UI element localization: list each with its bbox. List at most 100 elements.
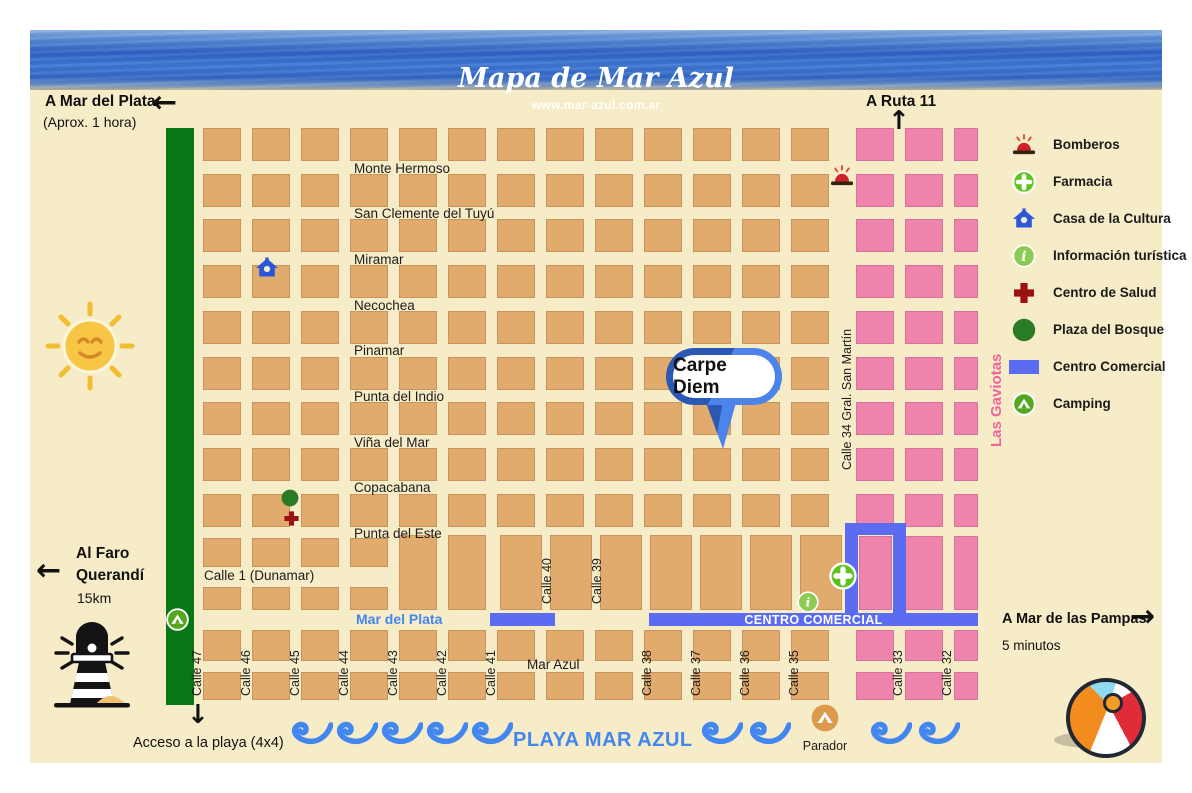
legend: Bomberos Farmacia Casa de la Cultura i In…	[1008, 126, 1187, 422]
city-block	[252, 357, 290, 390]
arrow-right-icon: →	[1130, 599, 1156, 634]
road-centro-comercial-main: CENTRO COMERCIAL	[649, 613, 978, 627]
wave-icon	[467, 716, 514, 748]
street-label: Miramar	[354, 252, 404, 267]
city-block	[350, 265, 388, 298]
city-block	[301, 587, 339, 610]
calle-label: Calle 35	[787, 650, 801, 696]
plaza-bosque-icon	[1008, 318, 1040, 342]
city-block	[595, 630, 633, 661]
city-block-pink	[954, 536, 978, 610]
city-block	[203, 448, 241, 481]
city-block	[350, 174, 388, 207]
legend-label: Casa de la Cultura	[1053, 211, 1171, 226]
city-block	[791, 357, 829, 390]
city-block	[595, 311, 633, 344]
legend-label: Farmacia	[1053, 174, 1113, 189]
city-block	[350, 357, 388, 390]
city-block	[350, 672, 388, 700]
city-block	[301, 311, 339, 344]
legend-item-camping: Camping	[1008, 385, 1184, 422]
city-block	[301, 265, 339, 298]
calle-label: Calle 36	[738, 650, 752, 696]
city-block-pink	[856, 494, 894, 527]
wave-icon	[866, 716, 913, 748]
city-block	[791, 311, 829, 344]
city-block	[546, 402, 584, 435]
city-block	[399, 448, 437, 481]
city-block-pink	[954, 402, 978, 435]
wave-icon	[332, 716, 379, 748]
city-block-pink	[954, 357, 978, 390]
city-block	[399, 402, 437, 435]
city-block	[693, 311, 731, 344]
city-block-pink	[905, 536, 943, 610]
city-block-pink	[954, 219, 978, 252]
city-block	[644, 402, 682, 435]
bomberos-icon	[830, 164, 854, 188]
city-block-pink	[905, 174, 943, 207]
legend-item-centro-comercial: Centro Comercial	[1008, 348, 1184, 385]
city-block	[203, 538, 241, 567]
city-block	[203, 402, 241, 435]
city-block	[700, 535, 742, 610]
road-loop-top	[845, 523, 906, 535]
city-block	[693, 448, 731, 481]
city-block	[301, 538, 339, 567]
road-centro-comercial-segment	[490, 613, 555, 626]
city-block	[350, 128, 388, 161]
arrow-left-icon: ←	[152, 85, 178, 120]
city-block	[203, 128, 241, 161]
street-label: Necochea	[354, 298, 415, 313]
centro-comercial-icon	[1008, 359, 1040, 374]
city-block	[644, 128, 682, 161]
calle-label: Calle 33	[891, 650, 905, 696]
city-block	[399, 219, 437, 252]
city-block	[252, 174, 290, 207]
centro-salud-icon	[1008, 281, 1040, 305]
city-block	[448, 535, 486, 610]
city-block	[301, 630, 339, 661]
parador-icon	[811, 704, 839, 732]
city-block-pink	[954, 672, 978, 700]
sun-icon	[42, 298, 138, 394]
city-block	[693, 128, 731, 161]
city-block-pink	[856, 174, 894, 207]
page-title: Mapa de Mar Azul	[458, 63, 734, 94]
street-label: Pinamar	[354, 343, 405, 358]
city-block	[791, 448, 829, 481]
beach-access-label: Acceso a la playa (4x4)	[133, 735, 284, 751]
city-block-pink	[856, 402, 894, 435]
city-block-pink	[856, 311, 894, 344]
info-turistica-icon: i	[797, 591, 819, 613]
street-calle-40: Calle 40	[540, 558, 554, 604]
city-block	[399, 265, 437, 298]
city-block	[399, 357, 437, 390]
city-block	[644, 311, 682, 344]
direction-faro: Al Faro Querandí	[76, 543, 144, 587]
city-block	[791, 128, 829, 161]
city-block	[399, 494, 437, 527]
legend-label: Camping	[1053, 396, 1111, 411]
city-block	[693, 672, 731, 700]
city-block	[497, 357, 535, 390]
city-block	[252, 538, 290, 567]
city-block	[546, 174, 584, 207]
arrow-down-icon: ↓	[187, 700, 209, 730]
callout-label: Carpe Diem	[673, 355, 775, 398]
city-block	[203, 587, 241, 610]
svg-text:i: i	[806, 595, 811, 610]
city-block-pink	[856, 672, 894, 700]
city-block	[742, 672, 780, 700]
city-block	[448, 265, 486, 298]
legend-item-plaza-bosque: Plaza del Bosque	[1008, 311, 1184, 348]
direction-faro-sub: 15km	[77, 590, 112, 606]
bomberos-icon	[1008, 133, 1040, 157]
city-block	[644, 174, 682, 207]
street-dunamar: Calle 1 (Dunamar)	[204, 568, 315, 583]
city-block-pink	[905, 219, 943, 252]
city-block	[497, 174, 535, 207]
street-label: Copacabana	[354, 480, 431, 495]
city-block	[600, 535, 642, 610]
city-block	[546, 357, 584, 390]
